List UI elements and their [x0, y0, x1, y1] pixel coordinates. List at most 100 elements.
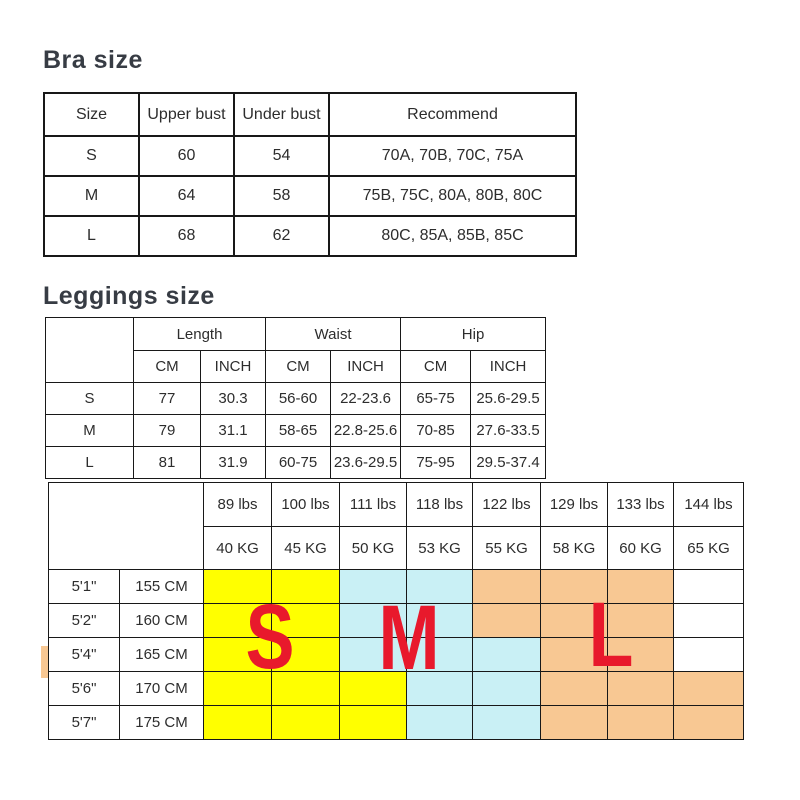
grid-color-cell — [540, 637, 608, 672]
leggings-subheader-row: CM INCH CM INCH CM INCH — [46, 350, 547, 383]
height-ft-cell: 5'7" — [48, 705, 120, 740]
weight-kg-header: 58 KG — [540, 526, 608, 570]
grid-color-cell — [203, 569, 272, 604]
grid-color-cell — [203, 705, 272, 740]
grid-color-cell — [339, 637, 407, 672]
grid-row: 5'2" 160 CM — [48, 603, 744, 638]
under-bust-cell: 54 — [233, 135, 330, 177]
subheader-cm: CM — [400, 350, 472, 383]
grid-kg-header-row: 40 KG 45 KG 50 KG 53 KG 55 KG 58 KG 60 K… — [49, 526, 744, 570]
upper-bust-cell: 68 — [138, 215, 235, 257]
weight-kg-header: 40 KG — [203, 526, 272, 570]
grid-color-cell — [673, 569, 744, 604]
empty-corner-cell — [48, 482, 204, 570]
size-cell: L — [43, 215, 140, 257]
grid-color-cell — [472, 671, 541, 706]
length-inch-cell: 31.1 — [199, 414, 267, 447]
column-header-upper-bust: Upper bust — [138, 92, 235, 137]
weight-lbs-header: 111 lbs — [339, 482, 407, 527]
grid-color-cell — [271, 671, 340, 706]
grid-color-cell — [271, 603, 340, 638]
weight-kg-header: 60 KG — [607, 526, 674, 570]
height-cm-cell: 155 CM — [119, 569, 204, 604]
hip-inch-cell: 27.6-33.5 — [470, 414, 547, 447]
grid-color-cell — [472, 637, 541, 672]
bra-size-table: Size Upper bust Under bust Recommend S 6… — [43, 92, 577, 257]
table-row: S 60 54 70A, 70B, 70C, 75A — [43, 135, 577, 177]
leggings-size-title: Leggings size — [43, 282, 215, 310]
grid-lbs-header-row: 89 lbs 100 lbs 111 lbs 118 lbs 122 lbs 1… — [48, 482, 744, 570]
column-header-recommend: Recommend — [328, 92, 577, 137]
grid-color-cell — [203, 603, 272, 638]
under-bust-cell: 62 — [233, 215, 330, 257]
weight-lbs-header: 89 lbs — [203, 482, 272, 527]
grid-color-cell — [406, 705, 473, 740]
hip-cm-cell: 70-85 — [400, 414, 472, 447]
height-ft-cell: 5'2" — [48, 603, 120, 638]
grid-color-cell — [472, 569, 541, 604]
height-ft-cell: 5'6" — [48, 671, 120, 706]
upper-bust-cell: 64 — [138, 175, 235, 217]
weight-kg-header: 55 KG — [472, 526, 541, 570]
size-cell: L — [45, 446, 134, 479]
recommend-cell: 80C, 85A, 85B, 85C — [328, 215, 577, 257]
height-cm-cell: 175 CM — [119, 705, 204, 740]
size-cell: S — [45, 382, 134, 415]
weight-height-size-grid: 89 lbs 100 lbs 111 lbs 118 lbs 122 lbs 1… — [48, 482, 744, 740]
grid-color-cell — [673, 671, 744, 706]
size-cell: S — [43, 135, 140, 177]
length-inch-cell: 30.3 — [199, 382, 267, 415]
bra-header-row: Size Upper bust Under bust Recommend — [43, 92, 577, 137]
subheader-inch: INCH — [470, 350, 547, 383]
bra-size-title: Bra size — [43, 46, 143, 74]
length-cm-cell: 79 — [133, 414, 201, 447]
length-cm-cell: 77 — [133, 382, 201, 415]
under-bust-cell: 58 — [233, 175, 330, 217]
hip-inch-cell: 29.5-37.4 — [470, 446, 547, 479]
size-letter-l: L — [588, 584, 634, 686]
grid-color-cell — [406, 671, 473, 706]
grid-color-cell — [339, 705, 407, 740]
grid-color-cell — [540, 705, 608, 740]
table-row: L 68 62 80C, 85A, 85B, 85C — [43, 215, 577, 257]
grid-color-cell — [607, 603, 674, 638]
upper-bust-cell: 60 — [138, 135, 235, 177]
length-inch-cell: 31.9 — [199, 446, 267, 479]
hip-cm-cell: 65-75 — [400, 382, 472, 415]
weight-lbs-header: 100 lbs — [271, 482, 340, 527]
recommend-cell: 75B, 75C, 80A, 80B, 80C — [328, 175, 577, 217]
group-header-hip: Hip — [400, 317, 547, 351]
grid-color-cell — [673, 603, 744, 638]
waist-cm-cell: 58-65 — [265, 414, 332, 447]
column-header-under-bust: Under bust — [233, 92, 330, 137]
leggings-size-table: Length Waist Hip CM INCH CM INCH CM INCH… — [45, 317, 547, 479]
length-cm-cell: 81 — [133, 446, 201, 479]
weight-lbs-header: 144 lbs — [673, 482, 744, 527]
grid-color-cell — [607, 705, 674, 740]
height-cm-cell: 160 CM — [119, 603, 204, 638]
grid-color-cell — [472, 603, 541, 638]
waist-cm-cell: 60-75 — [265, 446, 332, 479]
weight-kg-header: 53 KG — [406, 526, 473, 570]
subheader-inch: INCH — [330, 350, 402, 383]
height-cm-cell: 170 CM — [119, 671, 204, 706]
table-row: M 79 31.1 58-65 22.8-25.6 70-85 27.6-33.… — [45, 414, 547, 447]
leggings-group-header-row: Length Waist Hip — [45, 317, 547, 383]
grid-color-cell — [271, 637, 340, 672]
waist-cm-cell: 56-60 — [265, 382, 332, 415]
grid-color-cell — [406, 637, 473, 672]
table-row: S 77 30.3 56-60 22-23.6 65-75 25.6-29.5 — [45, 382, 547, 415]
subheader-inch: INCH — [199, 350, 267, 383]
table-row: M 64 58 75B, 75C, 80A, 80B, 80C — [43, 175, 577, 217]
hip-inch-cell: 25.6-29.5 — [470, 382, 547, 415]
orange-edge-artifact — [41, 646, 48, 678]
weight-lbs-header: 129 lbs — [540, 482, 608, 527]
grid-color-cell — [339, 603, 407, 638]
grid-color-cell — [339, 569, 407, 604]
weight-lbs-header: 122 lbs — [472, 482, 541, 527]
weight-lbs-header: 118 lbs — [406, 482, 473, 527]
size-letter-m: M — [378, 587, 440, 689]
size-cell: M — [43, 175, 140, 217]
grid-color-cell — [203, 637, 272, 672]
grid-color-cell — [540, 671, 608, 706]
